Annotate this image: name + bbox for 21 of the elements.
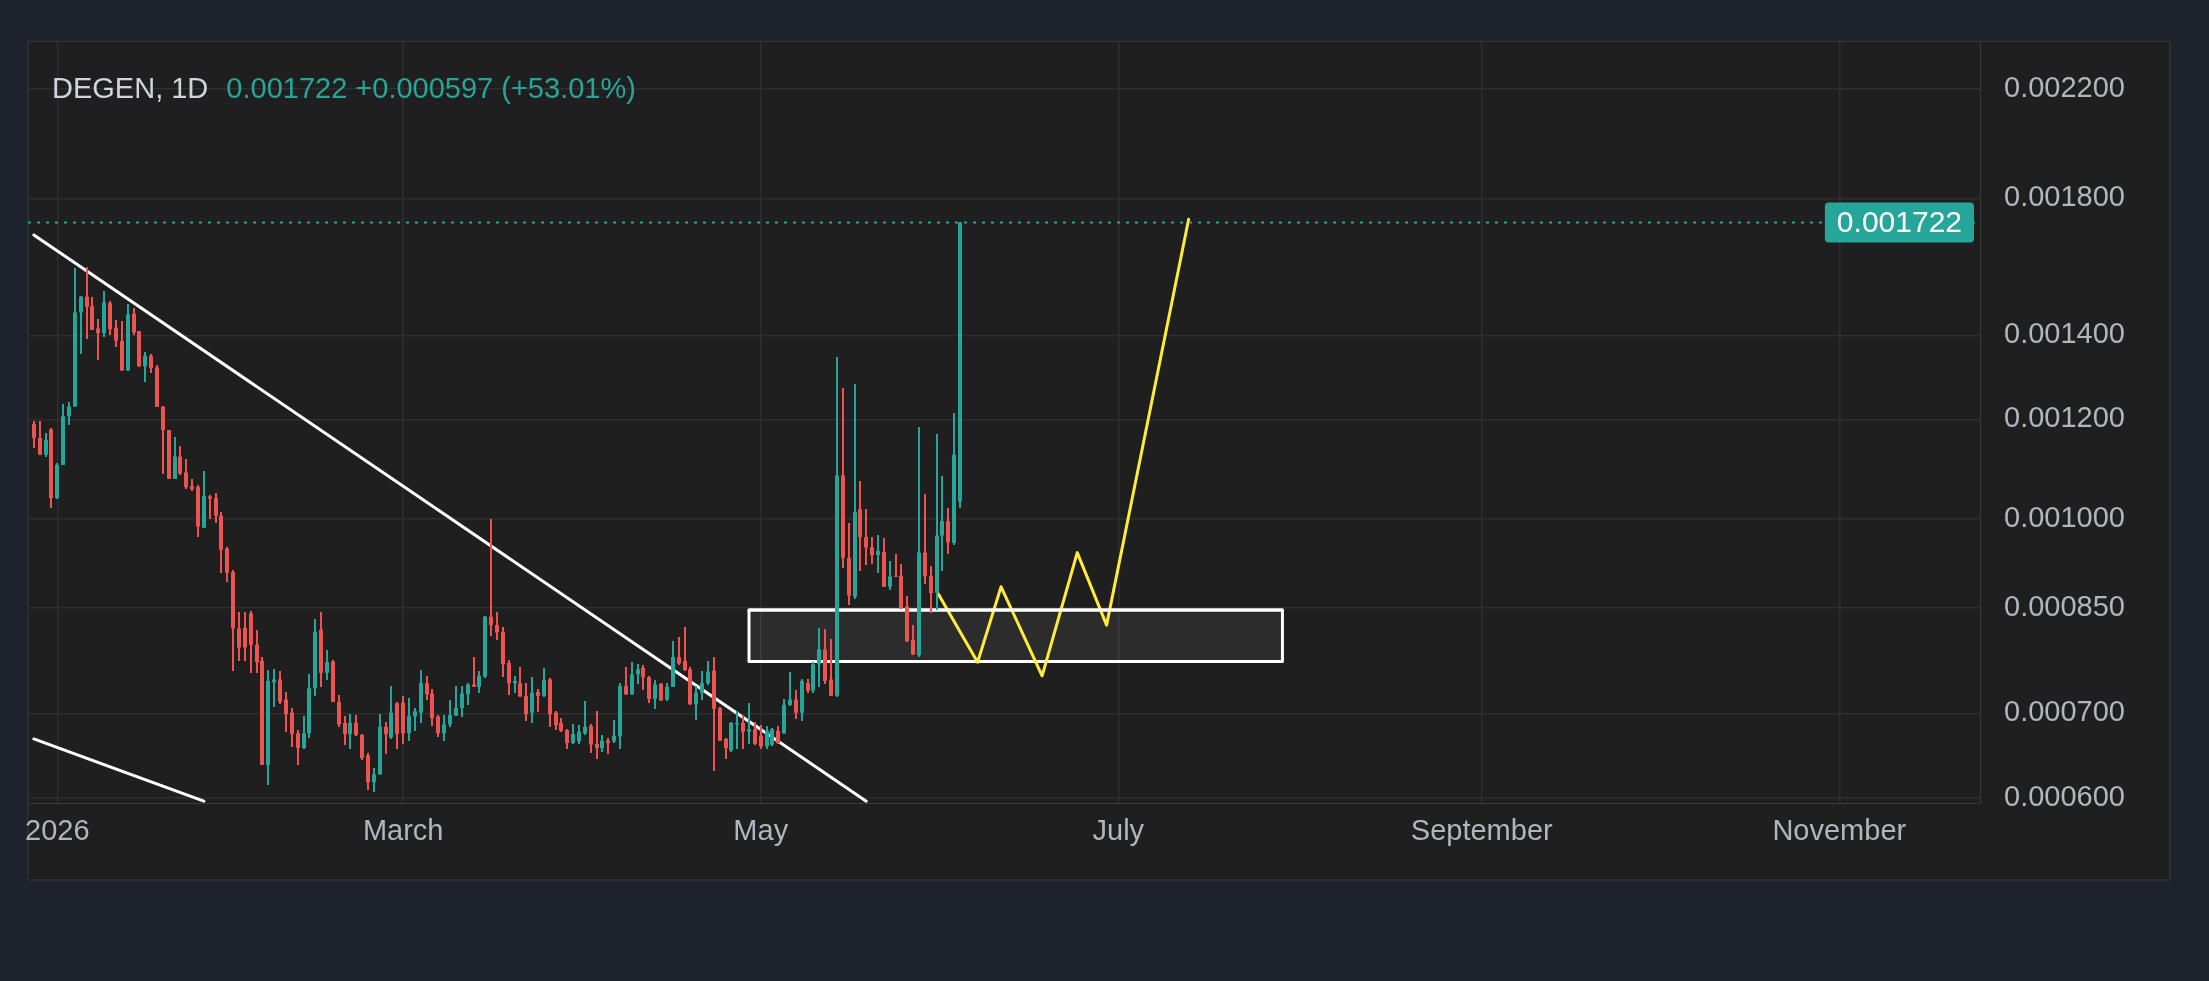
x-tick-label: March (362, 814, 444, 847)
y-tick-label: 0.000850 (2004, 589, 2125, 622)
candlestick (595, 711, 599, 759)
y-tick-label: 0.001800 (2004, 180, 2125, 213)
y-tick-label: 0.001200 (2004, 401, 2125, 434)
y-tick-label: 0.001000 (2004, 500, 2125, 533)
x-tick-label: September (1410, 814, 1554, 847)
y-tick-label: 0.001400 (2004, 317, 2125, 350)
candlestick (272, 669, 276, 707)
candlestick (747, 703, 751, 744)
x-tick-label: 2026 (25, 814, 90, 847)
text: 0.001722 +0.000597 (+53.01%) (226, 72, 636, 105)
text: DEGEN, 1D (52, 72, 209, 105)
candlestick (489, 519, 493, 636)
x-tick-label: November (1772, 814, 1907, 847)
x-tick-label: May (733, 814, 789, 847)
y-tick-label: 0.000700 (2004, 695, 2125, 728)
y-tick-label: 0.002200 (2004, 70, 2125, 103)
y-tick-label: 0.000600 (2004, 779, 2125, 812)
ref-line-label: 0.001722 (1836, 204, 1963, 238)
x-tick-label: July (1092, 814, 1145, 847)
